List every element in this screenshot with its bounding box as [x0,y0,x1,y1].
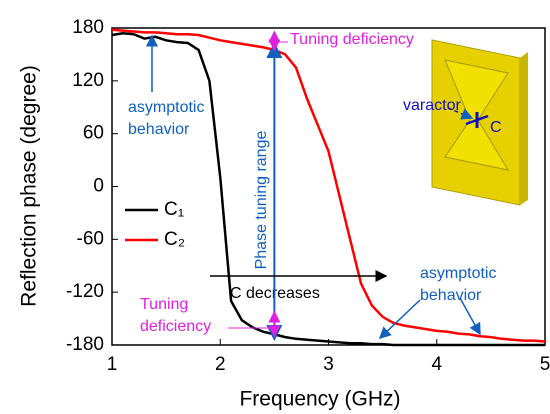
x-tick-label: 3 [323,354,334,375]
x-axis-title: Frequency (GHz) [239,388,400,411]
y-tick-label: -60 [77,228,104,249]
x-tick-label: 5 [540,354,550,375]
x-tick-label: 1 [107,354,118,375]
annotation: Tuning deficiency [290,31,414,48]
annotation: behavior [420,287,482,304]
x-tick-label: 2 [215,354,226,375]
annotation: asymptotic [420,265,496,282]
annotation: Phase tuning range [253,131,270,270]
annotation: varactor [403,97,461,114]
y-tick-label: -120 [66,281,104,302]
x-tick-label: 4 [431,354,442,375]
legend-label: C₂ [164,229,185,250]
y-tick-label: 0 [93,176,104,197]
annotation: asymptotic [128,99,204,116]
y-tick-label: 120 [72,70,104,91]
annotation: behavior [128,121,190,138]
y-axis-title: Reflection phase (degree) [18,65,41,307]
annotation: deficiency [140,318,211,335]
y-tick-label: 60 [83,123,104,144]
annotation: Tuning [140,296,188,313]
annotation: C [490,119,502,136]
legend-label: C₁ [164,199,184,220]
y-tick-label: -180 [66,334,104,355]
inset-structure [425,30,545,215]
chart: Frequency (GHz) Reflection phase (degree… [0,0,550,414]
y-tick-label: 180 [72,17,104,38]
